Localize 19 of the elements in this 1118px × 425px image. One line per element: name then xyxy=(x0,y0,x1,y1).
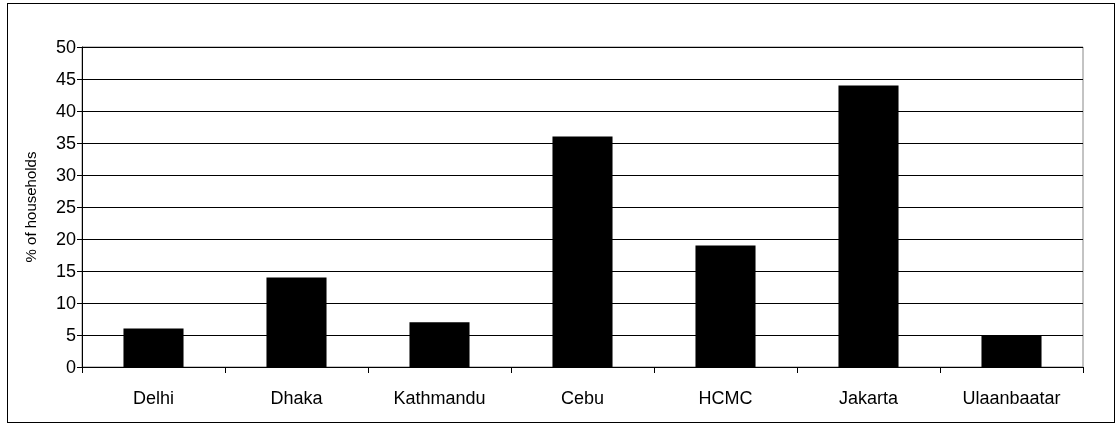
x-tick-label: Delhi xyxy=(132,388,175,408)
y-tick-label: 45 xyxy=(55,69,76,89)
y-tick-label: 25 xyxy=(55,197,76,217)
y-tick-label: 30 xyxy=(55,165,76,185)
y-tick-label: 35 xyxy=(55,133,76,153)
x-tick-label: Jakarta xyxy=(838,388,899,408)
x-tick-label: Cebu xyxy=(560,388,605,408)
x-tick-label: Kathmandu xyxy=(393,388,486,408)
y-tick-label: 5 xyxy=(65,325,76,345)
y-tick-label: 0 xyxy=(65,357,76,377)
y-tick-label: 20 xyxy=(55,229,76,249)
x-tick-label: Ulaanbaatar xyxy=(962,388,1061,408)
y-tick-label: 10 xyxy=(55,293,76,313)
y-tick-label: 50 xyxy=(55,37,76,57)
y-axis-title: % of households xyxy=(22,151,39,263)
x-tick-label: HCMC xyxy=(698,388,753,408)
y-tick-label: 40 xyxy=(55,101,76,121)
y-tick-label: 15 xyxy=(55,261,76,281)
x-tick-label: Dhaka xyxy=(270,388,324,408)
